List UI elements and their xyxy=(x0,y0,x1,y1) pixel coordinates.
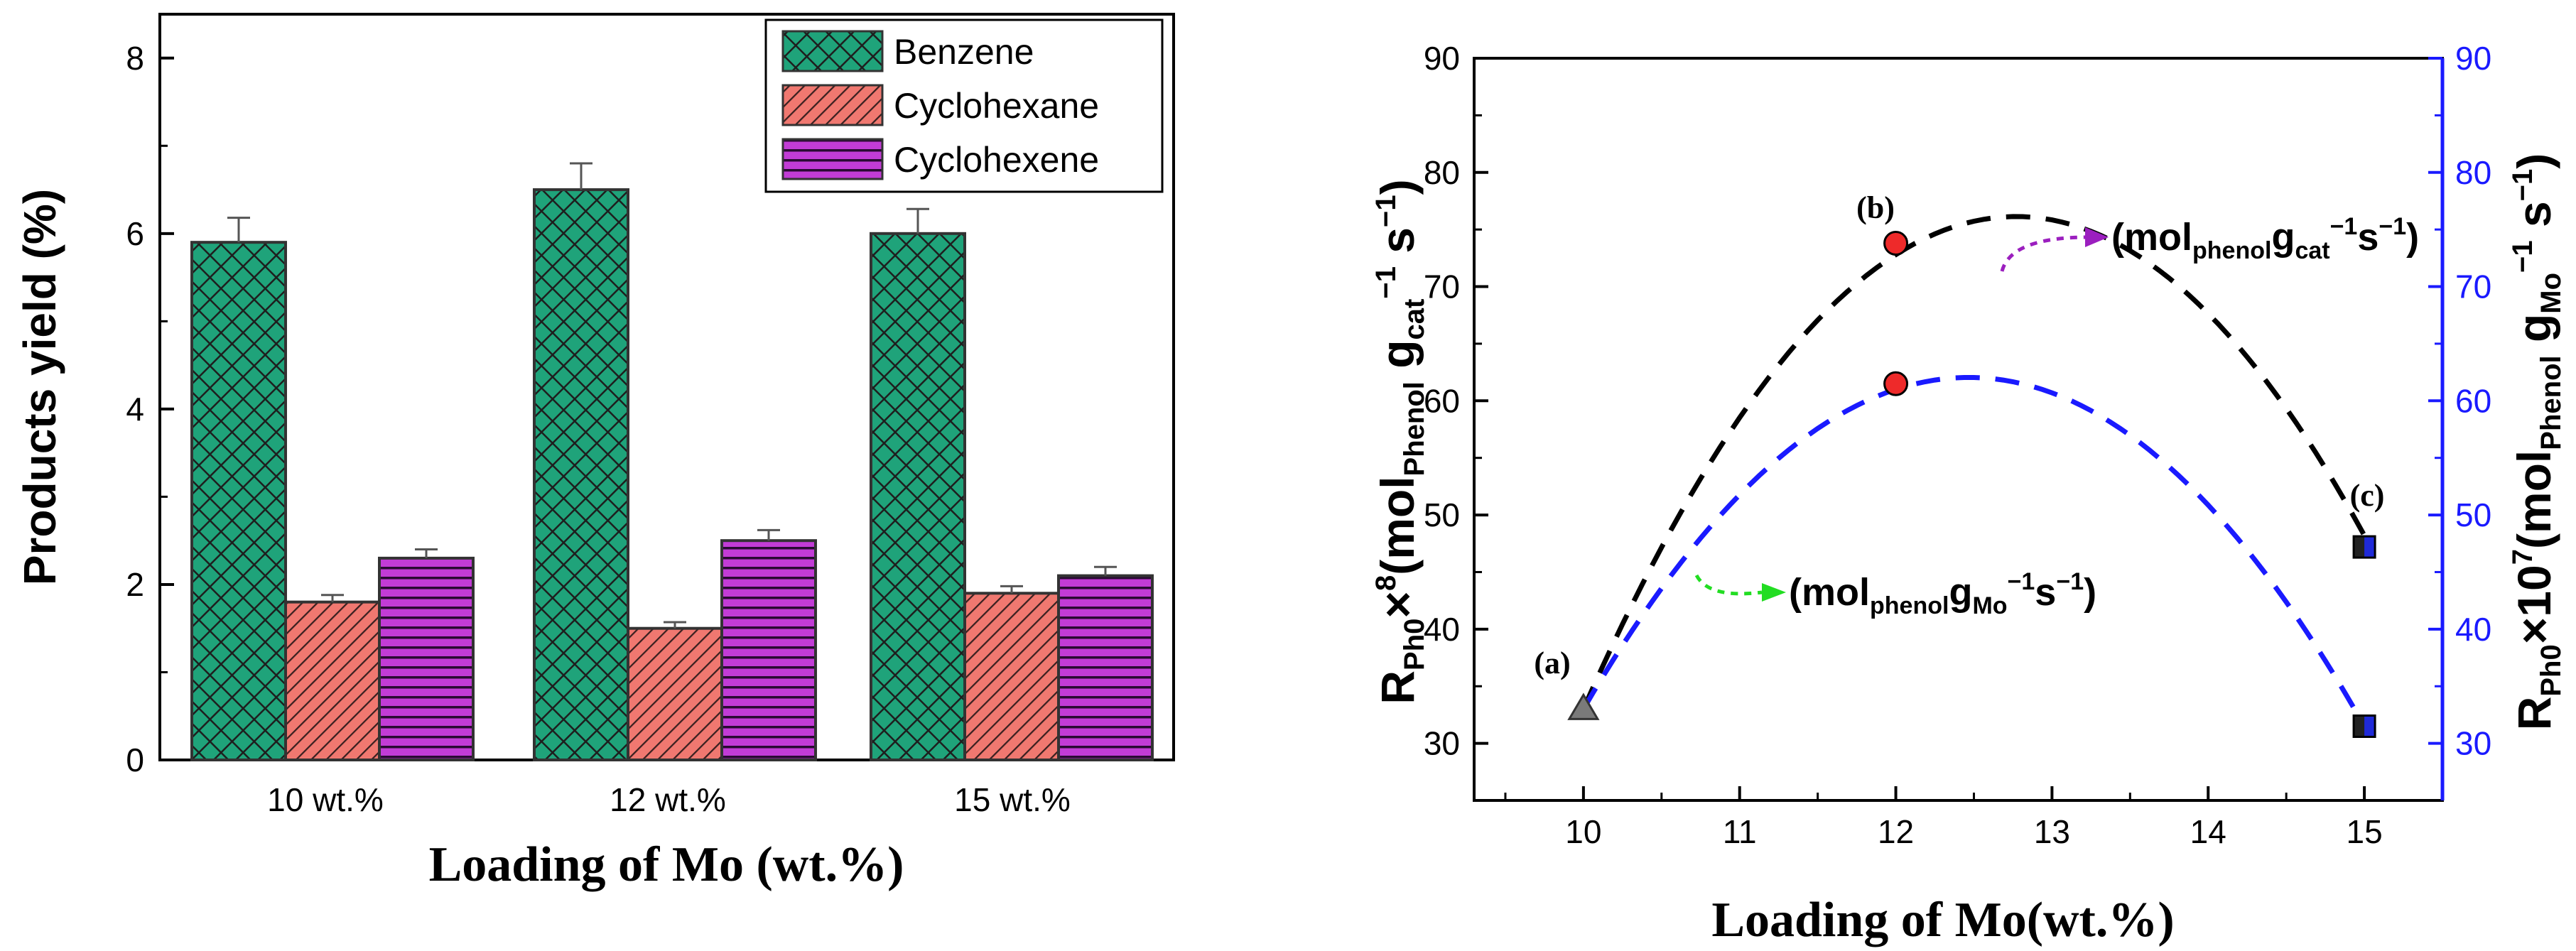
marker-point-c-mo-half xyxy=(2364,717,2374,736)
bar-y-axis-label: Products yield (%) xyxy=(14,189,65,585)
left-y-tick-label: 60 xyxy=(1424,382,1460,419)
bar-marks xyxy=(190,162,1154,762)
bar-x-axis-label: Loading of Mo (wt.%) xyxy=(429,837,904,892)
rate-right-y-axis-label: RPh0×107(molPhenol gMo−1 s−1) xyxy=(2507,153,2567,731)
rate-x-tick-label: 12 xyxy=(1878,813,1914,850)
left-y-tick-label: 50 xyxy=(1424,496,1460,533)
legend-swatch-cyclohexane xyxy=(781,84,884,126)
bar-x-tick-labels: 10 wt.% 12 wt.% 15 wt.% xyxy=(267,781,1071,818)
point-label-a: (a) xyxy=(1534,646,1570,680)
bar-chart-panel: 0 2 4 6 8 10 wt.% 12 wt.% 15 wt.% Products yie… xyxy=(14,13,1175,892)
left-y-tick-label: 90 xyxy=(1424,40,1460,77)
point-label-b: (b) xyxy=(1856,190,1895,225)
legend-label-benzene: Benzene xyxy=(894,32,1034,72)
bar-y-tick-label: 2 xyxy=(126,566,144,603)
legend-swatch-benzene xyxy=(781,30,884,72)
catalyst-annotation-arrowhead xyxy=(2085,227,2109,247)
point-label-c: (c) xyxy=(2350,478,2385,513)
bar-y-tick-label: 8 xyxy=(126,40,144,77)
catalyst-annotation-text: (molphenolgcat−1s−1) xyxy=(2111,213,2419,264)
left-y-tick-label: 40 xyxy=(1424,611,1460,648)
bar-y-tick-label: 0 xyxy=(126,741,144,778)
legend-label-cyclohexene: Cyclohexene xyxy=(894,140,1099,180)
legend-entry-cyclohexene: Cyclohexene xyxy=(781,138,1099,180)
bar-y-tick-label: 4 xyxy=(126,391,144,428)
bar-y-axis-ticks: 0 2 4 6 8 xyxy=(126,40,174,778)
legend-swatch-cyclohexene xyxy=(781,138,884,180)
right-y-tick-label: 50 xyxy=(2455,496,2491,533)
right-y-tick-label: 70 xyxy=(2455,268,2491,305)
rate-x-tick-label: 11 xyxy=(1723,813,1757,850)
marker-point-c-catalyst-half xyxy=(2364,537,2374,557)
bar-y-tick-label: 6 xyxy=(126,215,144,252)
rate-x-tick-label: 13 xyxy=(2034,813,2070,850)
rate-x-axis-label: Loading of Mo(wt.%) xyxy=(1711,893,2174,947)
bar-x-tick-label: 12 wt.% xyxy=(610,781,726,818)
bar-benzene-2 xyxy=(533,188,629,761)
legend-entry-benzene: Benzene xyxy=(781,30,1034,72)
catalyst-annotation-arrow xyxy=(2000,235,2086,272)
mo-annotation-text: (molphenolgMo−1s−1) xyxy=(1789,568,2096,619)
rate-x-tick-label: 15 xyxy=(2346,813,2382,850)
legend-entry-cyclohexane: Cyclohexane xyxy=(781,84,1099,126)
rate-markers xyxy=(1567,230,2376,738)
legend-label-cyclohexane: Cyclohexane xyxy=(894,86,1099,126)
rate-right-y-ticks: 30 40 50 60 70 80 90 xyxy=(2428,40,2491,762)
rate-x-tick-label: 10 xyxy=(1565,813,1601,850)
right-y-tick-label: 40 xyxy=(2455,611,2491,648)
marker-point-b-mo xyxy=(1883,371,1909,396)
bar-cyclohexane-1 xyxy=(284,600,381,761)
left-y-tick-label: 70 xyxy=(1424,268,1460,305)
rate-left-y-ticks: 30 40 50 60 70 80 90 xyxy=(1424,40,1488,762)
left-y-tick-label: 30 xyxy=(1424,725,1460,762)
bar-x-tick-label: 10 wt.% xyxy=(267,781,384,818)
bar-cyclohexane-2 xyxy=(627,626,723,761)
catalyst-basis-curve xyxy=(1581,214,2367,710)
rate-chart-panel: 30 40 50 60 70 80 90 30 40 50 60 70 80 90 10 11 12 13 14… xyxy=(1370,40,2567,947)
bar-cyclohexene-2 xyxy=(720,539,817,761)
right-y-tick-label: 30 xyxy=(2455,725,2491,762)
marker-point-b-catalyst xyxy=(1883,230,1909,256)
mo-annotation-arrowhead xyxy=(1762,583,1786,602)
bar-cyclohexene-3 xyxy=(1057,574,1154,762)
rate-left-y-axis-label: RPh0×8(molPhenol gcat−1 s−1) xyxy=(1370,179,1430,704)
rate-x-tick-label: 14 xyxy=(2190,813,2226,850)
bar-benzene-1 xyxy=(190,241,287,762)
right-y-tick-label: 60 xyxy=(2455,382,2491,419)
mo-annotation-arrow xyxy=(1694,574,1763,596)
marker-point-a xyxy=(1567,692,1600,720)
rate-x-ticks: 10 11 12 13 14 15 xyxy=(1504,786,2383,850)
bar-cyclohexane-3 xyxy=(963,592,1060,762)
bar-x-tick-label: 15 wt.% xyxy=(954,781,1071,818)
bar-cyclohexene-1 xyxy=(378,556,475,761)
right-y-tick-label: 90 xyxy=(2455,40,2491,77)
mo-basis-curve xyxy=(1581,375,2367,728)
left-y-tick-label: 80 xyxy=(1424,154,1460,191)
bar-legend: Benzene Cyclohexane Cyclohexene xyxy=(764,18,1164,193)
right-y-tick-label: 80 xyxy=(2455,154,2491,191)
bar-benzene-3 xyxy=(870,232,966,761)
rate-plot-frame xyxy=(1473,57,2444,802)
